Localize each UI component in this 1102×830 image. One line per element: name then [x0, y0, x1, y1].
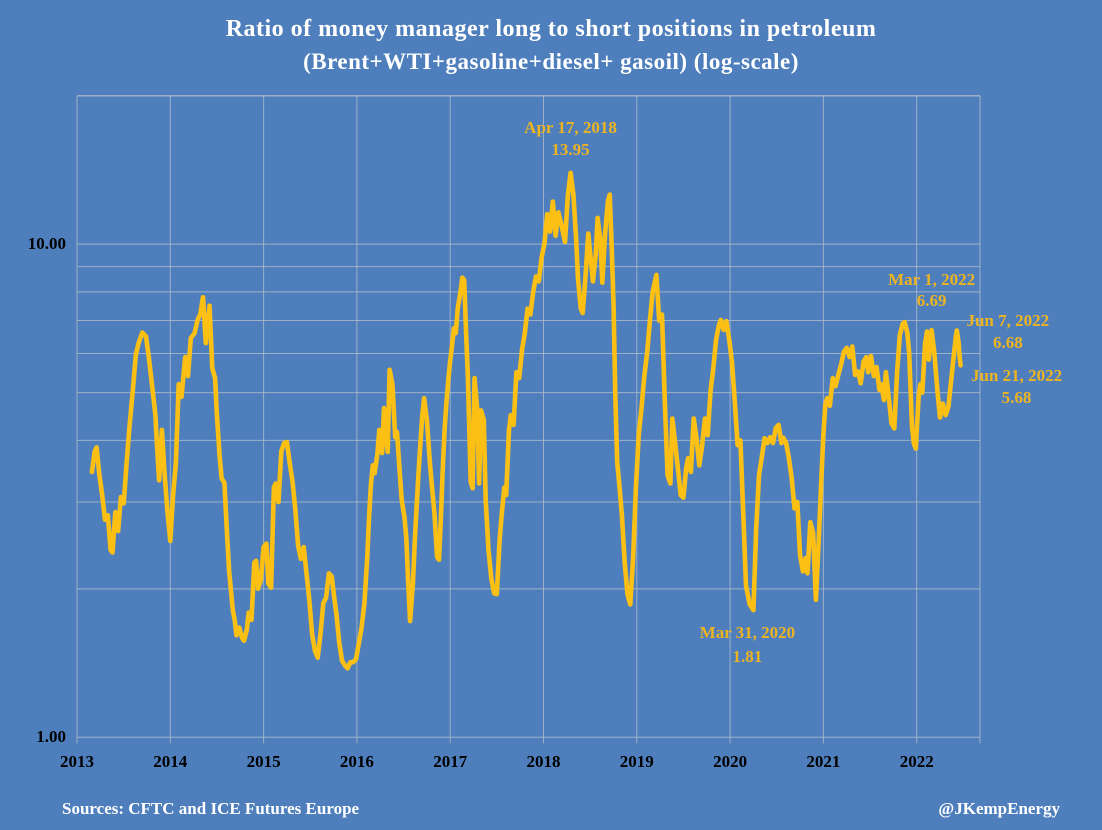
x-axis-year-label: 2016: [339, 752, 374, 771]
annotation-jun21-2022-value: 5.68: [1001, 388, 1032, 408]
y-axis-tick-label: 10.00: [27, 234, 66, 254]
twitter-handle: @JKempEnergy: [938, 799, 1060, 818]
x-axis-year-label: 2019: [619, 752, 654, 771]
x-axis-year-label: 2013: [60, 752, 94, 771]
annotation-jun7-2022-date: Jun 7, 2022: [966, 310, 1050, 330]
x-axis-year-label: 2020: [713, 752, 748, 771]
annotation-mar-2022-date: Mar 1, 2022: [888, 270, 976, 290]
x-axis-year-label: 2021: [806, 752, 841, 771]
annotation-mar-2020-date: Mar 31, 2020: [699, 623, 796, 643]
annotation-jun21-2022-date: Jun 21, 2022: [970, 366, 1063, 386]
annotation-apr-2018-date: Apr 17, 2018: [524, 117, 617, 137]
annotation-mar-2022-value: 6.69: [916, 291, 947, 311]
y-axis-tick-label: 1.00: [36, 727, 66, 747]
chart-title-line1: Ratio of money manager long to short pos…: [225, 16, 877, 42]
x-axis-year-label: 2022: [899, 752, 934, 771]
x-axis-year-label: 2015: [246, 752, 281, 771]
ratio-line-series: [89, 170, 963, 671]
x-axis-year-label: 2018: [526, 752, 561, 771]
x-axis-year-label: 2017: [433, 752, 468, 771]
chart-title-line2: (Brent+WTI+gasoline+diesel+ gasoil) (log…: [303, 49, 799, 74]
annotation-mar-2020-value: 1.81: [732, 647, 763, 667]
annotation-apr-2018-value: 13.95: [551, 139, 590, 159]
annotation-jun7-2022-value: 6.68: [992, 332, 1023, 352]
x-axis-year-label: 2014: [153, 752, 188, 771]
sources-note: Sources: CFTC and ICE Futures Europe: [62, 799, 360, 818]
